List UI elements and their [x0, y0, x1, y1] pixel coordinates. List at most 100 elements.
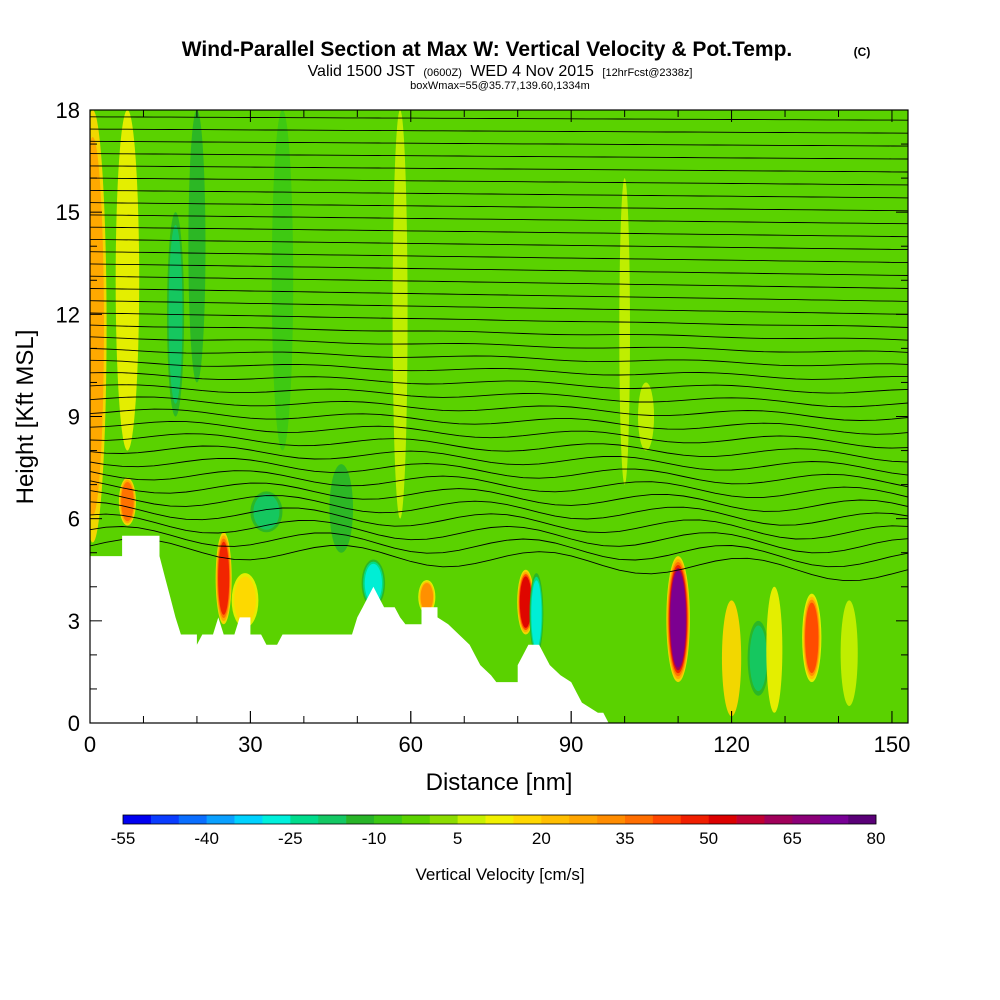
colorbar-tick-label: 20	[532, 829, 551, 848]
colorbar-tick-label: 80	[867, 829, 886, 848]
isentrope-line	[90, 470, 908, 499]
colorbar-swatch	[708, 815, 737, 824]
colorbar-swatch	[457, 815, 486, 824]
isentrope-line	[90, 263, 908, 276]
colorbar-tick-label: -10	[362, 829, 387, 848]
isentrope-line	[90, 300, 908, 315]
axes: 0 30 60 90 120 150 0 3 6 9 12 15 18	[56, 98, 911, 757]
isentrope-line	[90, 238, 908, 251]
velocity-cell-15-0	[392, 110, 408, 519]
colorbar-swatch	[206, 815, 235, 824]
y-tick-label: 18	[56, 98, 80, 123]
velocity-cell-17-0	[638, 382, 655, 451]
isentrope-line	[90, 408, 908, 435]
isentrope-line	[90, 312, 908, 328]
valid-date: WED 4 Nov 2015	[470, 63, 594, 80]
velocity-cell-21-0	[329, 464, 354, 553]
velocity-cell-0-1	[90, 137, 104, 516]
colorbar-swatch	[820, 815, 849, 824]
velocity-cell-6-2	[420, 582, 434, 612]
velocity-cell-1-2	[121, 482, 134, 522]
velocity-cell-16-0	[619, 178, 630, 485]
isentrope-line	[90, 202, 908, 212]
colorbar-label: Vertical Velocity [cm/s]	[415, 865, 584, 884]
colorbar-swatch	[346, 815, 375, 824]
velocity-cell-2-0	[115, 110, 140, 451]
colorbar-swatch	[848, 815, 877, 824]
velocity-cell-18-0	[188, 110, 206, 383]
colorbar-swatch	[401, 815, 431, 824]
colorbar-swatch	[429, 815, 458, 824]
x-tick-label: 0	[84, 732, 96, 757]
y-tick-label: 0	[68, 711, 80, 736]
isentrope-line	[90, 226, 908, 238]
colorbar-swatch	[123, 815, 152, 824]
velocity-cell-9-5	[670, 570, 686, 668]
velocity-cell-20-0	[271, 110, 294, 451]
velocity-cell-11-1	[749, 625, 767, 692]
colorbar-tick-label: 65	[783, 829, 802, 848]
box-wmax-note: boxWmax=55@35.77,139.60,1334m	[410, 80, 590, 92]
isentrope-line	[90, 324, 908, 341]
colorbar-frame	[122, 814, 877, 825]
colorbar-swatch	[625, 815, 654, 824]
valid-utc: (0600Z)	[423, 67, 462, 79]
x-tick-label: 60	[399, 732, 423, 757]
y-tick-label: 6	[68, 507, 80, 532]
isentrope-line	[90, 445, 908, 476]
x-tick-label: 90	[559, 732, 583, 757]
velocity-background	[90, 110, 908, 723]
colorbar-swatch	[234, 815, 263, 824]
colorbar-swatch	[680, 815, 709, 824]
colorbar-swatch	[485, 815, 514, 824]
isentrope-line	[90, 384, 908, 408]
terrain-mask	[90, 535, 908, 723]
isentrope-line	[90, 433, 908, 463]
isentrope-line	[90, 116, 908, 121]
colorbar-swatch	[150, 815, 180, 824]
isentrope-line	[90, 396, 908, 421]
y-tick-label: 9	[68, 405, 80, 430]
colorbar-swatch	[290, 815, 319, 824]
x-axis-label: Distance [nm]	[426, 769, 573, 796]
isentrope-line	[90, 359, 908, 380]
colorbar-swatch	[736, 815, 765, 824]
isentrope-line	[90, 420, 908, 449]
isentrope-contours	[90, 116, 908, 582]
isentrope-line	[90, 336, 908, 353]
isentrope-line	[90, 347, 908, 367]
colorbar-swatch	[597, 815, 626, 824]
velocity-cell-12-3	[805, 602, 819, 674]
isentrope-line	[90, 177, 908, 186]
colorbar-swatch	[513, 815, 542, 824]
x-tick-label: 30	[238, 732, 262, 757]
isentrope-line	[90, 189, 908, 199]
isentrope-line	[90, 501, 908, 540]
isentrope-line	[90, 128, 908, 134]
colorbar-swatch	[374, 815, 403, 824]
velocity-cell-8-2	[531, 580, 542, 648]
valid-prefix: Valid 1500 JST	[308, 63, 416, 80]
copyright-mark: (C)	[854, 45, 871, 59]
velocity-cell-5-2	[364, 563, 383, 604]
y-tick-label: 3	[68, 609, 80, 634]
isentrope-line	[90, 457, 908, 488]
velocity-cell-10-0	[721, 600, 742, 717]
colorbar-swatch	[764, 815, 793, 824]
velocity-cell-14-0	[840, 600, 858, 706]
isentrope-line	[90, 288, 908, 302]
isentrope-line	[90, 526, 908, 568]
isentrope-line	[90, 275, 908, 289]
forecast-note: [12hrFcst@2338z]	[602, 67, 692, 79]
isentrope-line	[90, 153, 908, 160]
colorbar-swatch	[652, 815, 682, 824]
colorbar-swatch	[262, 815, 291, 824]
colorbar-tick-label: 35	[616, 829, 635, 848]
velocity-cell-7-3	[519, 576, 532, 628]
colorbar-tick-label: -25	[278, 829, 303, 848]
valid-time-line: Valid 1500 JST (0600Z) WED 4 Nov 2015 [1…	[308, 63, 693, 80]
colorbar-tick-label: -55	[111, 829, 136, 848]
isentrope-line	[90, 165, 908, 173]
isentrope-line	[90, 214, 908, 225]
x-tick-label: 150	[874, 732, 911, 757]
